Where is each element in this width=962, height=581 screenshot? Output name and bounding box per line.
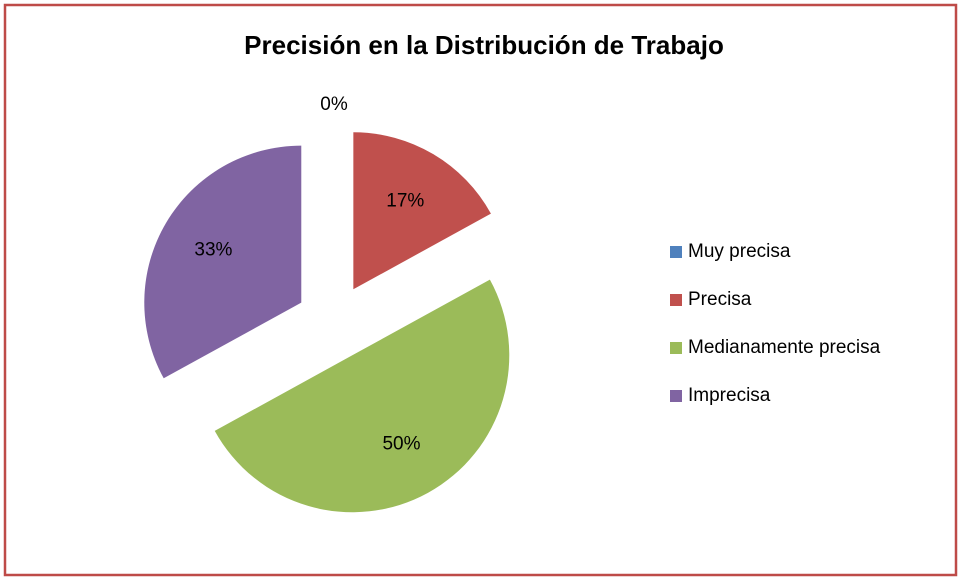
legend-label: Muy precisa [688, 241, 791, 262]
legend-swatch [670, 342, 682, 354]
legend-label: Medianamente precisa [688, 337, 881, 358]
chart-title: Precisión en la Distribución de Trabajo [244, 30, 724, 60]
legend-swatch [670, 246, 682, 258]
pie-slice [144, 145, 302, 379]
data-label: 50% [382, 434, 420, 455]
legend-swatch [670, 390, 682, 402]
pie-slice [214, 279, 510, 513]
data-label: 33% [194, 240, 232, 261]
pie-slice [353, 132, 491, 290]
legend-label: Imprecisa [688, 385, 771, 406]
legend-label: Precisa [688, 289, 752, 310]
data-label: 0% [320, 94, 348, 115]
data-label: 17% [386, 190, 424, 211]
legend-swatch [670, 294, 682, 306]
